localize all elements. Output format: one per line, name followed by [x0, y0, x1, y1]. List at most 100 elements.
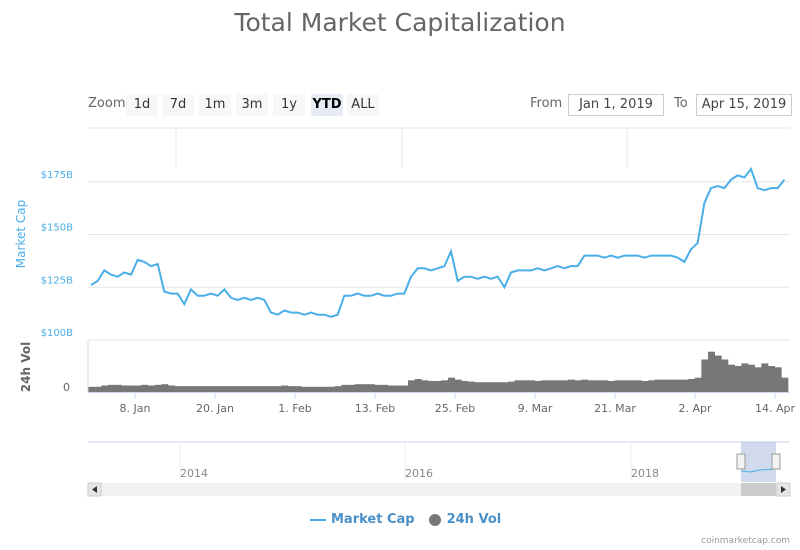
x-tick-label: 13. Feb [355, 402, 395, 415]
vol-bar [154, 384, 162, 392]
vol-bar [188, 386, 195, 392]
line-swatch-icon [310, 518, 326, 521]
vol-bar [748, 364, 755, 392]
vol-bar [728, 364, 735, 392]
credit-link[interactable]: coinmarketcap.com [701, 536, 790, 546]
vol-bar [601, 380, 609, 392]
vol-bar [114, 384, 122, 392]
vol-bar [501, 382, 509, 392]
vol-bar [161, 384, 169, 392]
navigator-tick-label: 2014 [180, 467, 208, 480]
chevron-left-icon [92, 486, 97, 493]
vol-bar [354, 384, 362, 392]
vol-bar [221, 386, 229, 392]
vol-bar [334, 386, 342, 392]
to-date-input[interactable]: Apr 15, 2019 [696, 94, 792, 116]
vol-bar [774, 367, 782, 392]
vol-bar [468, 381, 475, 392]
market-cap-line [90, 167, 786, 318]
vol-bar [588, 380, 595, 392]
y-tick-label: $175B [41, 170, 73, 181]
vol-bar [94, 386, 102, 392]
vol-bar [508, 381, 515, 392]
vol-bar [494, 382, 502, 392]
vol-bar [294, 386, 302, 392]
zoom-button-1m[interactable]: 1m [199, 94, 231, 116]
vol-bar [674, 379, 682, 392]
vol-bar [241, 386, 249, 392]
vol-bar [548, 380, 555, 392]
zoom-label: Zoom [88, 96, 126, 111]
vol-bar [234, 386, 242, 392]
vol-bar [721, 359, 729, 392]
vol-bar [528, 380, 535, 392]
vol-bar [481, 382, 489, 392]
vol-bar [608, 380, 615, 392]
chevron-right-icon [781, 486, 786, 493]
vol-bar [768, 366, 776, 392]
vol-bar [174, 386, 182, 392]
vol-bar [108, 384, 115, 392]
zoom-button-ytd[interactable]: YTD [311, 94, 343, 116]
vol-bar [441, 380, 449, 392]
vol-bar [734, 366, 742, 392]
vol-bar [628, 380, 635, 392]
navigator-handle [771, 453, 781, 470]
vol-bar [594, 380, 602, 392]
vol-bar [121, 385, 129, 392]
scrollbar-thumb[interactable] [741, 483, 776, 496]
vol-bar [761, 363, 769, 392]
navigator-series [740, 468, 777, 473]
legend: Market Cap 24h Vol [310, 512, 501, 527]
legend-item-24h-vol[interactable]: 24h Vol [428, 512, 501, 527]
vol-y-tick-label: 0 [63, 381, 70, 394]
vol-bar [341, 384, 349, 392]
vol-bar [201, 386, 209, 392]
vol-bar [668, 379, 675, 392]
vol-bar [401, 385, 409, 392]
vol-bar [288, 386, 295, 392]
vol-bar [301, 386, 309, 392]
zoom-button-3m[interactable]: 3m [236, 94, 268, 116]
vol-bar [141, 384, 149, 392]
zoom-button-1y[interactable]: 1y [273, 94, 305, 116]
vol-bar [461, 380, 469, 392]
vol-bar [414, 379, 422, 392]
vol-bar [348, 384, 355, 392]
from-date-input[interactable]: Jan 1, 2019 [568, 94, 664, 116]
vol-bar [541, 380, 549, 392]
y-tick-label: $150B [41, 223, 73, 234]
from-label: From [530, 96, 563, 111]
vol-bar [328, 386, 335, 392]
scrollbar-track[interactable] [88, 483, 790, 496]
zoom-button-1d[interactable]: 1d [126, 94, 158, 116]
x-tick-label: 8. Jan [120, 402, 151, 415]
vol-bar [214, 386, 222, 392]
legend-item-market-cap[interactable]: Market Cap [310, 512, 415, 527]
vol-bar [534, 380, 542, 392]
y-tick-label: $125B [41, 275, 73, 286]
vol-bar [361, 384, 369, 392]
y-tick-label: $100B [41, 328, 73, 339]
navigator-selection [741, 442, 776, 482]
vol-bar [88, 386, 95, 392]
navigator-handle [736, 453, 746, 470]
vol-bar [634, 380, 642, 392]
vol-bar [261, 386, 269, 392]
vol-bar [654, 379, 662, 392]
y-axis-title-24h-vol: 24h Vol [19, 342, 33, 392]
vol-bar [554, 380, 562, 392]
circle-swatch-icon [428, 513, 441, 526]
vol-bar [394, 385, 402, 392]
y-axis-title-market-cap: Market Cap [14, 200, 28, 268]
vol-bar [408, 380, 415, 392]
zoom-button-7d[interactable]: 7d [162, 94, 194, 116]
vol-bar [274, 386, 282, 392]
x-tick-label: 2. Apr [678, 402, 711, 415]
vol-bar [521, 380, 529, 392]
vol-bar [488, 382, 495, 392]
x-tick-label: 21. Mar [594, 402, 636, 415]
zoom-button-all[interactable]: ALL [347, 94, 379, 116]
vol-bar [574, 380, 582, 392]
